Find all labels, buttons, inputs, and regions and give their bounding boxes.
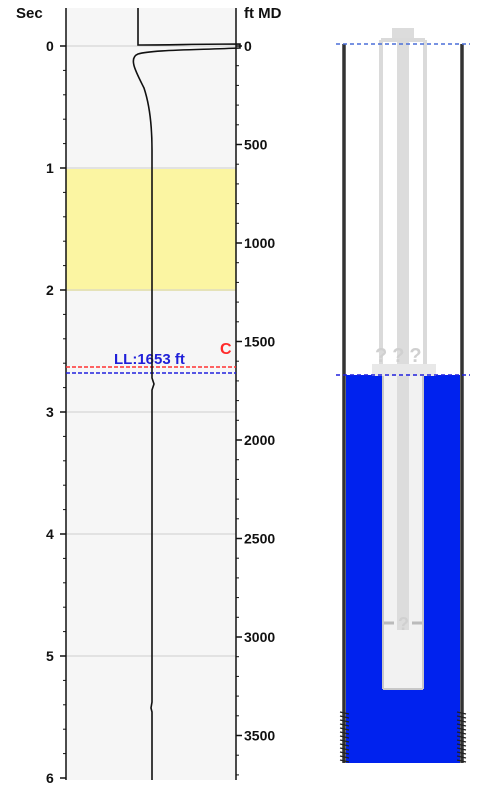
echo-trace <box>132 8 241 780</box>
right-tick-label: 1500 <box>244 334 275 350</box>
left-tick-label: 0 <box>46 38 54 54</box>
perforation-mark <box>339 727 350 731</box>
right-tick-label: 1000 <box>244 235 275 251</box>
left-tick-label: 3 <box>46 404 54 420</box>
perforation-mark <box>456 711 467 715</box>
right-tick-label: 2500 <box>244 531 275 547</box>
left-axis-title: Sec <box>16 5 43 22</box>
perforation-mark <box>456 747 467 751</box>
perforation-mark <box>456 743 467 747</box>
left-tick-label: 2 <box>46 282 54 298</box>
perforations <box>339 711 467 763</box>
perforation-mark <box>339 739 350 743</box>
sucker-rod <box>397 30 409 630</box>
perforation-mark <box>456 759 467 763</box>
perforation-mark <box>456 739 467 743</box>
perforation-mark <box>456 755 467 759</box>
perforation-mark <box>339 743 350 747</box>
perforation-mark <box>339 735 350 739</box>
left-tick-label: 5 <box>46 648 54 664</box>
echo-trace-plot: 0 1 2 3 4 5 6 0 500 1000 1500 2000 2500 3000 3500 Sec… <box>16 5 282 785</box>
perforation-mark <box>456 715 467 719</box>
collar-marker-label: C <box>220 341 232 358</box>
unknown-marker-bottom: ? <box>398 614 409 634</box>
perforation-mark <box>456 719 467 723</box>
left-tick-label: 6 <box>46 770 54 785</box>
right-tick-label: 3500 <box>244 728 275 744</box>
perforation-mark <box>456 751 467 755</box>
right-tick-label: 500 <box>244 137 268 153</box>
unknown-marker-top: ??? <box>375 345 427 367</box>
perforation-mark <box>339 751 350 755</box>
perforation-mark <box>456 727 467 731</box>
perforation-mark <box>456 735 467 739</box>
left-tick-label: 1 <box>46 160 54 176</box>
highlight-band <box>66 169 236 291</box>
right-axis-ticks: 0 500 1000 1500 2000 2500 3000 3500 <box>236 38 275 776</box>
perforation-mark <box>339 723 350 727</box>
right-tick-label: 3000 <box>244 629 275 645</box>
right-tick-label: 2000 <box>244 432 275 448</box>
left-axis-ticks: 0 1 2 3 4 5 6 <box>46 38 66 785</box>
right-tick-label: 0 <box>244 38 252 54</box>
left-tick-label: 4 <box>46 526 54 542</box>
wellbore-schematic: ??? ? <box>336 28 470 763</box>
perforation-mark <box>339 755 350 759</box>
perforation-mark <box>339 715 350 719</box>
tubing-upper <box>379 38 427 375</box>
liquid-level-label: LL:1653 ft <box>114 351 185 368</box>
perforation-mark <box>339 731 350 735</box>
perforation-mark <box>339 747 350 751</box>
gridlines <box>66 45 236 657</box>
right-axis-title: ft MD <box>244 5 282 22</box>
perforation-mark <box>339 759 350 763</box>
perforation-mark <box>456 723 467 727</box>
perforation-mark <box>456 731 467 735</box>
perforation-mark <box>339 711 350 715</box>
perforation-mark <box>339 719 350 723</box>
